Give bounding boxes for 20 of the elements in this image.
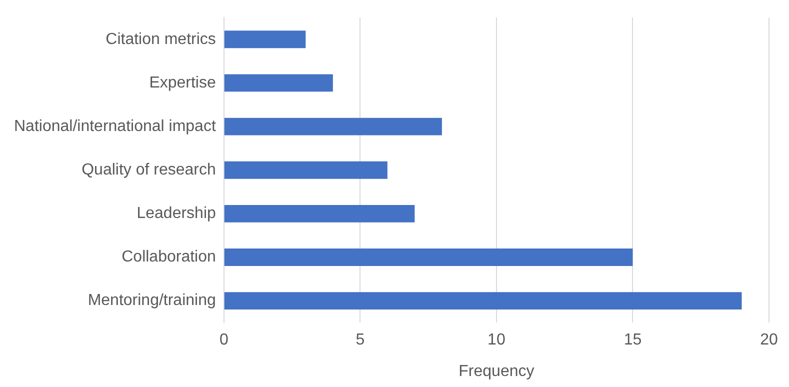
x-tick-label: 20 <box>760 332 778 349</box>
x-axis-title: Frequency <box>458 362 534 380</box>
bar <box>224 248 633 266</box>
y-tick-label: Collaboration <box>122 248 216 266</box>
bar <box>224 204 415 222</box>
bar <box>224 161 388 179</box>
y-tick-label: Quality of research <box>82 162 216 179</box>
x-tick-label: 0 <box>219 332 228 349</box>
x-tick-label: 5 <box>356 332 365 349</box>
x-tick-label: 10 <box>488 332 506 349</box>
y-tick-label: Mentoring/training <box>88 292 216 310</box>
bar <box>224 292 742 310</box>
y-tick-label: National/international impact <box>14 118 216 135</box>
bar <box>224 118 442 136</box>
y-tick-label: Citation metrics <box>106 30 216 48</box>
x-tick-label: 15 <box>624 332 642 349</box>
y-tick-label: Leadership <box>136 205 216 222</box>
bar <box>224 30 306 48</box>
bar <box>224 74 333 92</box>
y-tick-label: Expertise <box>149 74 216 92</box>
